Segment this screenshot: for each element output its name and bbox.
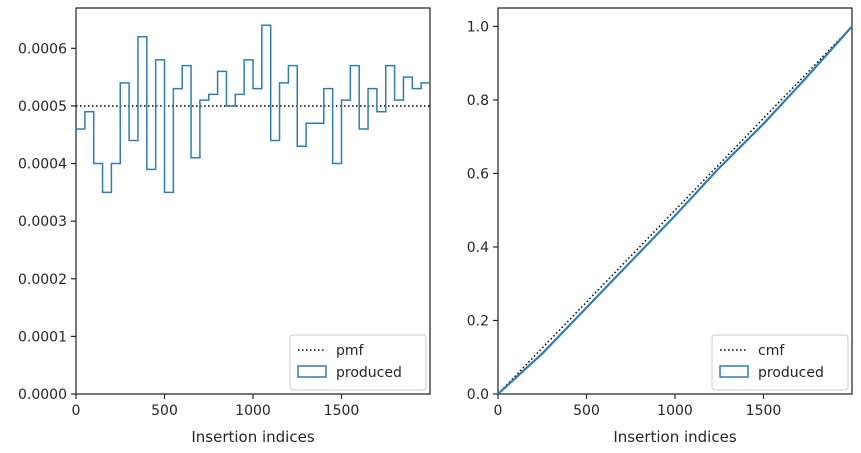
pmf-y-ticks: 0.0000 0.0001 0.0002 0.0003 0.0004 0.0005 0.00… [18,41,76,403]
cmf-y-tick-label: 0.4 [467,240,489,256]
cmf-legend-label-produced: produced [758,365,824,381]
pmf-legend: pmf produced [289,334,427,391]
cmf-y-tick-label: 0.6 [467,166,489,182]
cmf-x-tick-label: 1000 [657,403,693,419]
pmf-y-tick-label: 0.0000 [18,387,67,403]
cmf-marks [497,25,853,395]
pmf-y-tick-label: 0.0005 [18,99,67,115]
pmf-x-tick-label: 1000 [235,403,271,419]
pmf-legend-label-produced: produced [336,365,402,381]
pmf-x-tick-label: 500 [151,403,178,419]
cmf-legend-label-cmf: cmf [758,343,785,359]
cmf-y-ticks: 0.0 0.2 0.4 0.6 0.8 1.0 [467,19,498,403]
cmf-y-tick-label: 0.2 [467,313,489,329]
cmf-legend: cmf produced [711,334,849,391]
cmf-x-ticks: 0 500 1000 1500 [494,394,782,419]
cmf-x-tick-label: 500 [573,403,600,419]
cmf-x-tick-label: 1500 [746,403,782,419]
cmf-x-axis-label: Insertion indices [613,428,736,446]
cmf-series-cmf [497,25,853,395]
pmf-x-axis-label: Insertion indices [191,428,314,446]
pmf-x-tick-label: 0 [72,403,81,419]
cmf-series-produced [497,25,853,395]
pmf-histogram-step [76,24,430,194]
pmf-legend-label-pmf: pmf [336,343,365,359]
pmf-legend-swatch-produced [297,365,327,378]
pmf-y-tick-label: 0.0004 [18,157,67,173]
pmf-panel: 0 500 1000 1500 0.00000.00010.00020.00030.0… [18,7,431,446]
pmf-x-tick-label: 1500 [324,403,360,419]
cmf-panel: 0 500 1000 1500 0.0 0.2 0.4 0.6 0.8 1.0 Insertio… [467,7,853,446]
pmf-y-tick-label: 0.0006 [18,41,67,57]
cmf-y-tick-label: 0.0 [467,387,489,403]
cmf-x-tick-label: 0 [494,403,503,419]
pmf-x-ticks: 0 500 1000 1500 [72,394,360,419]
pmf-marks [76,24,430,194]
pmf-y-tick-label: 0.0001 [18,329,67,345]
cmf-y-tick-label: 0.8 [467,93,489,109]
cmf-legend-swatch-produced [719,365,749,378]
cmf-y-tick-label: 1.0 [467,19,489,35]
pmf-y-tick-label: 0.0003 [18,214,67,230]
pmf-y-tick-label: 0.0002 [18,272,67,288]
